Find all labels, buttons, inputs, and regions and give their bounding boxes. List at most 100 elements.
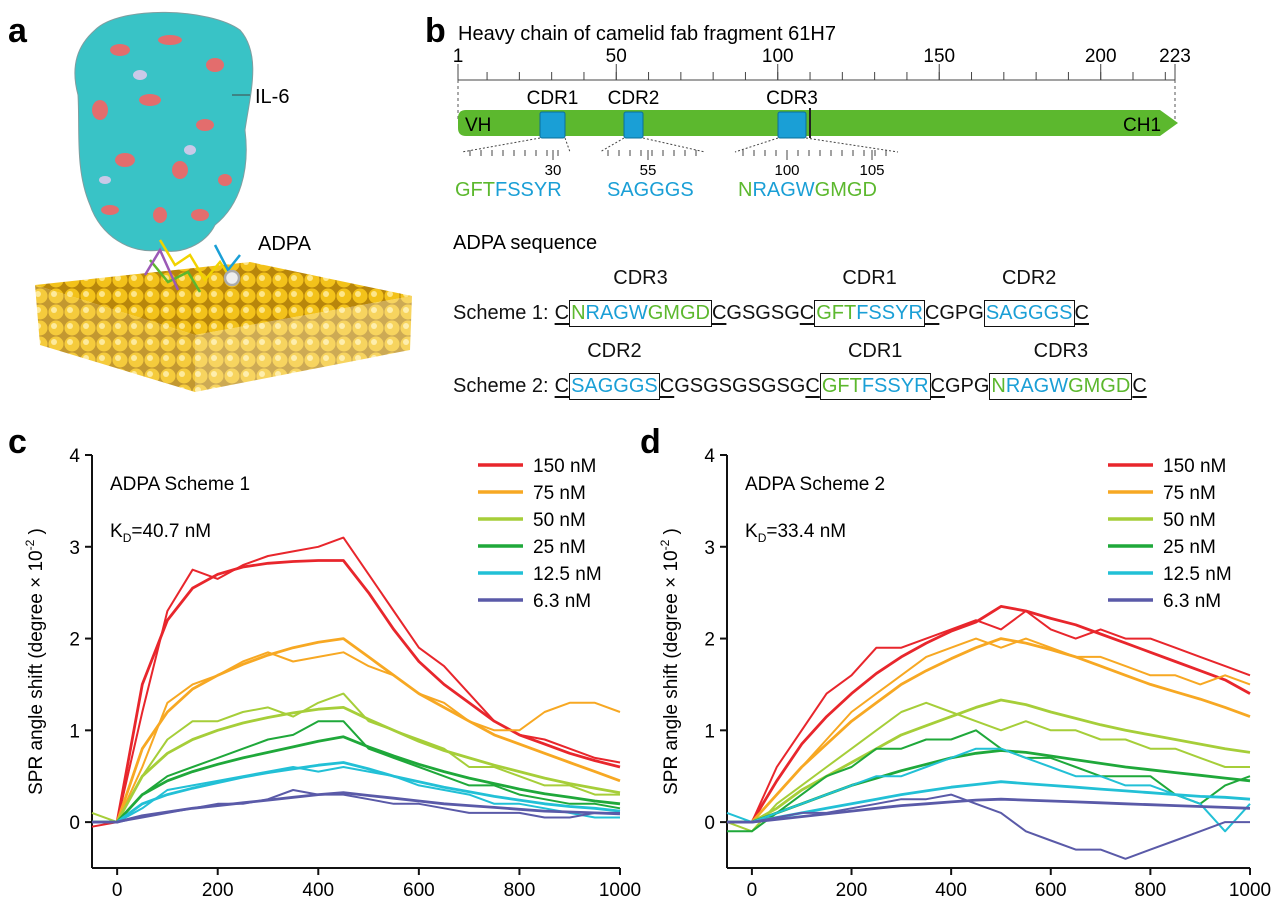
fit-line [727, 637, 1251, 824]
cdr-box [539, 111, 566, 139]
measured-line [91, 692, 620, 824]
heavy-chain-bar [458, 110, 1178, 136]
box-label: CDR2 [587, 340, 642, 362]
legend-label: 75 nM [1163, 483, 1216, 504]
legend-label: 50 nM [533, 510, 586, 531]
sequence-segment: FSSYR [856, 302, 923, 324]
legend-label: 12.5 nM [1163, 564, 1232, 585]
fit-line [727, 797, 1251, 824]
ligand-label: ADPA [258, 233, 312, 255]
measured-line [727, 793, 1250, 860]
ruler-tick-label: 100 [762, 46, 794, 67]
y-tick-label: 1 [704, 721, 715, 742]
y-tick-label: 2 [704, 630, 715, 651]
linker: C [1074, 302, 1089, 324]
cdr-sequence: SAGGGS [607, 179, 694, 201]
sequence-segment: FSSYR [861, 375, 929, 397]
y-axis-title-end: ) [661, 528, 682, 540]
kd-annotation: KD=33.4 nM [745, 521, 846, 545]
ruler-tick-label: 223 [1159, 46, 1191, 67]
sequence-segment: GFT [455, 179, 495, 201]
zoom-guide [805, 137, 899, 153]
linker: C [554, 375, 570, 397]
legend-label: 150 nM [533, 456, 596, 477]
measured-line [726, 701, 1250, 833]
sequence-segment: RAGW [585, 302, 648, 324]
y-axis-title: SPR angle shift (degree × 10-2 ) [23, 528, 47, 795]
y-tick-label: 4 [704, 446, 715, 467]
x-tick-label: 600 [1035, 880, 1067, 901]
x-tick-label: 400 [302, 880, 334, 901]
y-tick-label: 3 [69, 538, 80, 559]
cdr-box [777, 111, 807, 139]
y-axis-title-end: ) [26, 528, 47, 540]
x-tick-label: 400 [935, 880, 967, 901]
linker: GSGSG [726, 302, 800, 324]
chart: d0123402004006008001000Time (s)SPR angle… [640, 423, 1271, 901]
y-axis-title-text: SPR angle shift (degree × 10 [661, 550, 682, 795]
fit-line [92, 761, 621, 824]
legend-label: 50 nM [1163, 510, 1216, 531]
x-tick-label: 1000 [599, 880, 641, 901]
y-tick-label: 3 [704, 538, 715, 559]
sequence-segment: GMGD [815, 179, 877, 201]
cdr-box: CDR3 NRAGWGMGD [569, 267, 712, 327]
measured-line [92, 651, 621, 824]
x-tick-label: 0 [112, 880, 123, 901]
kd-symbol: K [745, 521, 758, 542]
box-label: CDR3 [613, 267, 668, 289]
peptide-sticks [143, 239, 241, 293]
sequence-segment: GFT [816, 302, 857, 324]
box-label: CDR1 [842, 267, 897, 289]
y-axis-title-text: SPR angle shift (degree × 10 [26, 550, 47, 795]
x-tick-label: 200 [836, 880, 868, 901]
legend-label: 25 nM [533, 537, 586, 558]
protein-label: IL-6 [255, 86, 289, 108]
protein-surface [74, 11, 254, 252]
legend-label: 150 nM [1163, 456, 1226, 477]
sequence-segment: GMGD [647, 302, 710, 324]
charts: c0123402004006008001000Time (s)SPR angle… [8, 423, 1271, 901]
legend-label: 75 nM [533, 483, 586, 504]
fit-line [727, 605, 1251, 824]
fit-line [727, 698, 1251, 824]
sequence-segment: GMGD [1068, 375, 1131, 397]
domain-label: VH [465, 115, 491, 136]
linker: C [1132, 375, 1147, 397]
x-tick-label: 600 [403, 880, 435, 901]
linker: GPG [939, 302, 984, 324]
sequence-segment: SAGGGS [985, 302, 1073, 324]
kd-symbol: K [110, 521, 123, 542]
y-tick-label: 0 [69, 813, 80, 834]
cdr-box: CDR3 NRAGWGMGD [989, 340, 1133, 400]
legend-label: 6.3 nM [1163, 591, 1221, 612]
sequence-segment: N [571, 302, 586, 324]
y-tick-label: 0 [704, 813, 715, 834]
annotation: ADPA Scheme 1 [110, 474, 250, 495]
zoom-guide [599, 137, 625, 153]
sequence-segment: RAGW [752, 179, 814, 201]
legend-label: 12.5 nM [533, 564, 602, 585]
kd-subscript: D [758, 531, 767, 545]
cdr-label: CDR3 [766, 88, 818, 109]
box-label: CDR2 [1001, 267, 1057, 289]
y-axis-title: SPR angle shift (degree × 10-2 ) [658, 528, 682, 795]
x-tick-label: 200 [202, 880, 234, 901]
zoom-guide [642, 137, 706, 153]
box-label: CDR3 [1033, 340, 1089, 362]
cdr-box: CDR1 GFTFSSYR [819, 340, 931, 400]
y-tick-label: 2 [69, 630, 80, 651]
linker: C [924, 302, 940, 324]
x-tick-label: 0 [747, 880, 758, 901]
measured-line [727, 729, 1251, 833]
legend-label: 6.3 nM [533, 591, 591, 612]
box-label: CDR1 [847, 340, 903, 362]
fit-line [92, 637, 621, 824]
kd-text: =33.4 nM [766, 521, 846, 542]
fit-line [92, 559, 621, 824]
zoom-guide [734, 137, 779, 153]
y-axis-title-sup: -2 [23, 539, 37, 550]
y-tick-label: 1 [69, 721, 80, 742]
